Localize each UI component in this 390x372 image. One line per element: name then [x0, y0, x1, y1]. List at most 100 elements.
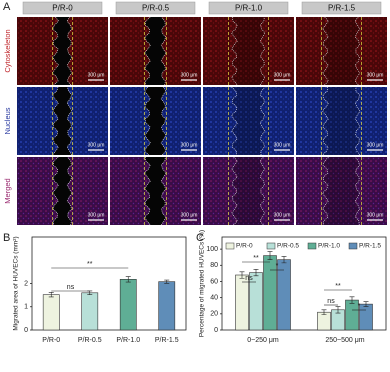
error-bar [281, 256, 287, 264]
x-tick-label: 0~250 μm [247, 337, 279, 344]
column-header: P/R-1.0 [235, 4, 263, 13]
wound-edge [354, 86, 361, 156]
row-label: Nucleus [3, 107, 12, 134]
scale-bar-label: 300 μm [88, 72, 105, 78]
wound-edge [52, 86, 59, 156]
legend-label: P/R-1.5 [359, 243, 381, 250]
y-tick-label: 80 [210, 262, 218, 269]
wound-edge [231, 156, 238, 226]
y-axis-label: Migrated area of HUVECs (mm²) [13, 236, 20, 330]
scale-bar-label: 300 μm [367, 212, 384, 218]
bar [235, 274, 249, 331]
wound-edge [160, 86, 167, 156]
scale-bar-label: 300 μm [367, 72, 384, 78]
significance-label: ** [253, 255, 259, 262]
wound-gap [231, 157, 265, 225]
legend-swatch [225, 242, 235, 250]
scale-bar-label: 300 μm [274, 212, 291, 218]
bar [81, 292, 99, 331]
legend-swatch [348, 242, 358, 250]
wound-gap [231, 87, 265, 155]
scale-bar-label: 300 μm [88, 142, 105, 148]
wound-gap [322, 17, 360, 85]
row-label: Cytoskeleton [3, 29, 12, 72]
y-tick-label: 20 [210, 311, 218, 318]
scale-bar-label: 300 μm [88, 212, 105, 218]
wound-edge [259, 156, 266, 226]
error-bar [321, 309, 327, 315]
significance-label: ** [87, 261, 93, 268]
x-tick-label: P/R-1.5 [155, 337, 179, 344]
wound-edge [160, 156, 167, 226]
scale-bar-label: 300 μm [181, 212, 198, 218]
error-bar [239, 271, 245, 279]
bar [263, 255, 277, 331]
wound-edge [354, 16, 361, 86]
row-label: Merged [3, 178, 12, 203]
wound-gap [52, 157, 72, 225]
wound-edge [259, 86, 266, 156]
wound-edge [144, 86, 151, 156]
wound-edge [322, 86, 329, 156]
wound-gap [144, 17, 166, 85]
significance-label: * [276, 263, 279, 270]
significance-label: ns [245, 275, 253, 282]
legend-label: P/R-0 [236, 243, 253, 250]
legend-label: P/R-0.5 [277, 243, 299, 250]
wound-edge [52, 16, 59, 86]
wound-edge [322, 16, 329, 86]
column-header: P/R-0.5 [142, 4, 170, 13]
error-bar [349, 296, 355, 304]
y-tick-label: 2 [24, 280, 28, 287]
micrograph [203, 87, 294, 155]
micrograph [203, 17, 294, 85]
wound-edge [259, 16, 266, 86]
error-bar [125, 276, 131, 283]
wound-edge [66, 156, 73, 226]
wound-gap [52, 87, 72, 155]
x-tick-label: P/R-0.5 [78, 337, 102, 344]
wound-gap [144, 157, 166, 225]
column-header-bg [301, 1, 382, 15]
y-tick-label: 1 [24, 304, 28, 311]
column-header: P/R-1.5 [328, 4, 356, 13]
column-header-bg [22, 1, 103, 15]
bar [359, 303, 373, 331]
scale-bar-label: 300 μm [274, 142, 291, 148]
bar [119, 279, 137, 331]
wound-gap [322, 157, 360, 225]
scale-bar-label: 300 μm [181, 72, 198, 78]
significance-label: ns [67, 284, 75, 291]
legend-label: P/R-1.0 [318, 243, 340, 250]
error-bar [267, 251, 273, 260]
y-axis-label: Percentage of migrated HUVECs (%) [199, 230, 206, 337]
error-bar [164, 279, 170, 284]
scale-bar-label: 300 μm [367, 142, 384, 148]
wound-edge [354, 156, 361, 226]
wound-edge [160, 16, 167, 86]
scale-bar-label: 300 μm [181, 142, 198, 148]
error-bar [253, 269, 259, 277]
panel-label: A [3, 1, 11, 13]
y-tick-label: 100 [206, 246, 218, 253]
panel-label: B [3, 232, 10, 244]
error-bar [335, 306, 341, 314]
wound-edge [322, 156, 329, 226]
wound-gap [231, 17, 265, 85]
column-header: P/R-0 [52, 4, 73, 13]
scale-bar-label: 300 μm [274, 72, 291, 78]
y-tick-label: 60 [210, 278, 218, 285]
y-tick-label: 40 [210, 294, 218, 301]
x-tick-label: P/R-0 [42, 337, 60, 344]
x-tick-label: P/R-1.0 [116, 337, 140, 344]
bar [158, 281, 176, 331]
wound-gap [52, 17, 72, 85]
wound-edge [231, 86, 238, 156]
wound-gap [322, 87, 360, 155]
bar [42, 294, 60, 331]
significance-label: ** [335, 283, 341, 290]
micrograph [296, 157, 387, 225]
micrograph [296, 87, 387, 155]
y-tick-label: 0 [24, 327, 28, 334]
